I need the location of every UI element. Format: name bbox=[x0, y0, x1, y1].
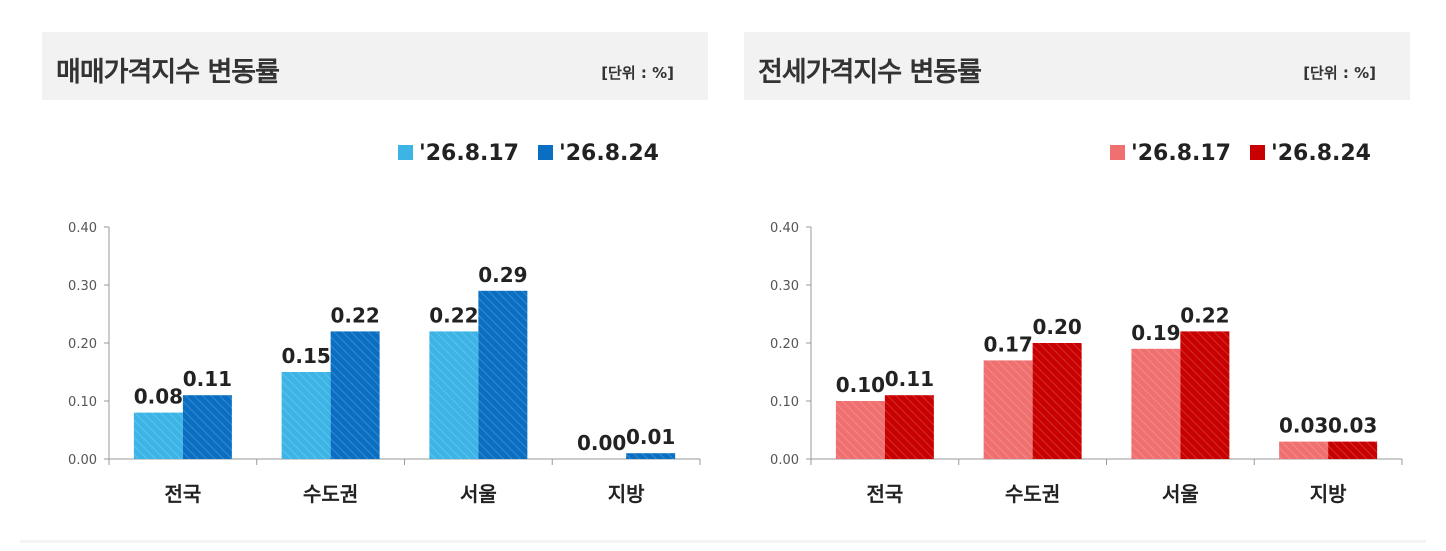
chart-title: 매매가격지수 변동률 bbox=[56, 57, 280, 88]
data-label: 0.22 bbox=[429, 303, 478, 327]
legend-swatch bbox=[398, 145, 413, 160]
data-label: 0.00 bbox=[577, 431, 626, 455]
category-label-지방: 지방 bbox=[608, 482, 645, 506]
data-label: 0.19 bbox=[1131, 321, 1180, 345]
legend-label: '26.8.24 bbox=[1271, 141, 1371, 166]
data-label: 0.15 bbox=[281, 344, 330, 368]
y-tick-label: 0.00 bbox=[68, 453, 97, 468]
y-tick-label: 0.20 bbox=[68, 337, 97, 352]
jeonse-price-chart-panel: 전세가격지수 변동률 [단위 : %] '26.8.17 '26.8.24 0.00… bbox=[744, 32, 1410, 510]
bar-서울-1 bbox=[478, 290, 528, 459]
category-label-서울: 서울 bbox=[460, 482, 497, 506]
data-label: 0.11 bbox=[885, 367, 934, 391]
bar-전국-0 bbox=[835, 401, 885, 459]
bar-서울-1 bbox=[1180, 331, 1230, 459]
bar-전국-1 bbox=[884, 395, 934, 459]
bar-수도권-0 bbox=[281, 372, 331, 459]
jeonse-price-bar-chart: '26.8.17 '26.8.24 0.00 0.10 0.20 0.30 0.40 0.10… bbox=[770, 141, 1403, 506]
chart-header: 매매가격지수 변동률 [단위 : %] bbox=[42, 32, 708, 100]
data-label: 0.01 bbox=[626, 425, 675, 449]
bar-지방-1 bbox=[626, 453, 676, 459]
legend-swatch bbox=[1250, 145, 1265, 160]
data-label: 0.03 bbox=[1328, 414, 1377, 438]
category-label-지방: 지방 bbox=[1310, 482, 1347, 506]
data-label: 0.20 bbox=[1032, 315, 1081, 339]
category-label-서울: 서울 bbox=[1162, 482, 1199, 506]
bar-지방-0 bbox=[1279, 441, 1329, 459]
chart-header: 전세가격지수 변동률 [단위 : %] bbox=[744, 32, 1410, 100]
y-tick-label: 0.40 bbox=[770, 221, 799, 236]
sale-price-bar-chart: '26.8.17 '26.8.24 0.00 0.10 0.20 0.30 0.40 0.08… bbox=[68, 141, 701, 506]
y-tick-label: 0.10 bbox=[770, 395, 799, 410]
bar-수도권-0 bbox=[983, 360, 1033, 459]
data-label: 0.11 bbox=[183, 367, 232, 391]
data-label: 0.03 bbox=[1279, 414, 1328, 438]
y-tick-label: 0.20 bbox=[770, 337, 799, 352]
data-label: 0.10 bbox=[836, 373, 885, 397]
y-tick-label: 0.30 bbox=[770, 279, 799, 294]
y-tick-label: 0.30 bbox=[68, 279, 97, 294]
y-tick-label: 0.10 bbox=[68, 395, 97, 410]
data-label: 0.22 bbox=[330, 303, 379, 327]
legend-label: '26.8.17 bbox=[1131, 141, 1231, 166]
legend-swatch bbox=[538, 145, 553, 160]
bar-수도권-1 bbox=[330, 331, 380, 459]
chart-title: 전세가격지수 변동률 bbox=[758, 57, 982, 88]
data-label: 0.17 bbox=[983, 332, 1032, 356]
category-label-전국: 전국 bbox=[164, 482, 201, 506]
bottom-divider bbox=[20, 540, 1426, 543]
category-label-수도권: 수도권 bbox=[303, 482, 358, 506]
legend-label: '26.8.17 bbox=[419, 141, 519, 166]
bar-서울-0 bbox=[429, 331, 479, 459]
sale-price-chart-panel: 매매가격지수 변동률 [단위 : %] '26.8.17 '26.8.24 0.00… bbox=[42, 32, 708, 510]
category-label-수도권: 수도권 bbox=[1005, 482, 1060, 506]
y-tick-label: 0.00 bbox=[770, 453, 799, 468]
unit-label: [단위 : %] bbox=[1303, 64, 1376, 82]
bar-서울-0 bbox=[1131, 348, 1181, 459]
bar-수도권-1 bbox=[1032, 343, 1082, 459]
bar-전국-0 bbox=[133, 412, 183, 459]
y-tick-label: 0.40 bbox=[68, 221, 97, 236]
bar-전국-1 bbox=[182, 395, 232, 459]
legend-swatch bbox=[1110, 145, 1125, 160]
unit-label: [단위 : %] bbox=[601, 64, 674, 82]
bar-지방-1 bbox=[1328, 441, 1378, 459]
data-label: 0.08 bbox=[134, 385, 183, 409]
category-label-전국: 전국 bbox=[866, 482, 903, 506]
data-label: 0.22 bbox=[1180, 303, 1229, 327]
legend-label: '26.8.24 bbox=[559, 141, 659, 166]
data-label: 0.29 bbox=[478, 263, 527, 287]
